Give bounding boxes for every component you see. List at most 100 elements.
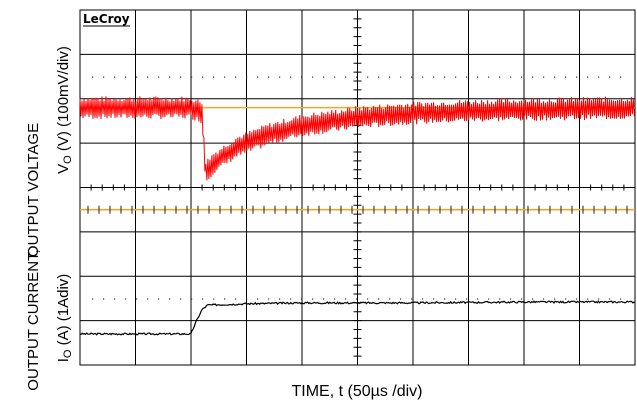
reference-dot — [488, 298, 490, 300]
reference-dot — [488, 76, 490, 78]
reference-dot — [290, 298, 292, 300]
reference-dot — [246, 76, 248, 78]
reference-dot — [257, 76, 259, 78]
reference-dot — [477, 76, 479, 78]
voltage-trace — [79, 96, 635, 181]
reference-dot — [477, 298, 479, 300]
y-label-current-1: OUTPUT CURRENT, — [25, 249, 42, 390]
reference-dot — [235, 76, 237, 78]
y-label-current-2: IO (A) (1Adiv) — [55, 274, 74, 363]
reference-dot — [301, 298, 303, 300]
reference-dot — [543, 76, 545, 78]
reference-dot — [268, 298, 270, 300]
reference-dot — [191, 76, 193, 78]
reference-dot — [279, 76, 281, 78]
reference-dot — [466, 298, 468, 300]
reference-dot — [147, 76, 149, 78]
logo-background — [81, 11, 133, 27]
reference-dot — [411, 298, 413, 300]
reference-dot — [345, 76, 347, 78]
reference-dot — [576, 298, 578, 300]
reference-dot — [532, 76, 534, 78]
reference-dot — [235, 298, 237, 300]
reference-dot — [400, 76, 402, 78]
reference-dot — [378, 76, 380, 78]
reference-dot — [510, 76, 512, 78]
reference-dot — [587, 76, 589, 78]
reference-dot — [136, 298, 138, 300]
reference-dot — [147, 298, 149, 300]
current-trace — [79, 300, 636, 336]
reference-dot — [389, 76, 391, 78]
reference-dot — [367, 298, 369, 300]
reference-dot — [103, 298, 105, 300]
reference-dot — [334, 76, 336, 78]
reference-dot — [268, 76, 270, 78]
reference-dot — [334, 298, 336, 300]
reference-dot — [312, 76, 314, 78]
reference-dot — [609, 298, 611, 300]
reference-dot — [422, 298, 424, 300]
reference-dot — [213, 298, 215, 300]
reference-dot — [169, 298, 171, 300]
reference-dot — [620, 76, 622, 78]
reference-dot — [213, 76, 215, 78]
reference-dot — [400, 298, 402, 300]
reference-dot — [609, 76, 611, 78]
reference-dot — [532, 298, 534, 300]
reference-dot — [411, 76, 413, 78]
reference-dot — [125, 298, 127, 300]
reference-dot — [499, 76, 501, 78]
reference-dot — [543, 298, 545, 300]
reference-dot — [455, 76, 457, 78]
reference-dot — [444, 76, 446, 78]
svg-text:OUTPUT CURRENT,: OUTPUT CURRENT, — [25, 249, 42, 390]
reference-dot — [323, 76, 325, 78]
svg-text:OUTPUT VOLTAGE: OUTPUT VOLTAGE — [25, 123, 42, 257]
lecroy-logo: LeCroy — [83, 12, 130, 26]
reference-dot — [367, 76, 369, 78]
reference-dot — [279, 298, 281, 300]
reference-dot — [114, 298, 116, 300]
reference-dot — [92, 76, 94, 78]
reference-dot — [301, 76, 303, 78]
grid — [79, 9, 636, 366]
reference-dot — [521, 76, 523, 78]
reference-dot — [598, 298, 600, 300]
reference-dot — [224, 76, 226, 78]
reference-dot — [191, 298, 193, 300]
reference-dot — [246, 298, 248, 300]
reference-dot — [202, 76, 204, 78]
reference-dot — [356, 298, 358, 300]
reference-dot — [202, 298, 204, 300]
reference-dot — [389, 298, 391, 300]
reference-dot — [433, 76, 435, 78]
reference-dot — [356, 76, 358, 78]
reference-dot — [180, 76, 182, 78]
reference-dot — [136, 76, 138, 78]
reference-dot — [620, 298, 622, 300]
reference-dot — [433, 298, 435, 300]
reference-dot — [510, 298, 512, 300]
reference-dot — [323, 298, 325, 300]
reference-dot — [312, 298, 314, 300]
reference-dot — [224, 298, 226, 300]
reference-dot — [499, 298, 501, 300]
reference-dot — [444, 298, 446, 300]
reference-dot — [455, 298, 457, 300]
reference-dot — [576, 76, 578, 78]
y-label-voltage-2: VO (V) (100mV/div) — [55, 46, 74, 174]
reference-dot — [554, 298, 556, 300]
reference-dot — [290, 76, 292, 78]
x-axis-label: TIME, t (50µs /div) — [291, 383, 422, 400]
reference-dot — [598, 76, 600, 78]
reference-dot — [169, 76, 171, 78]
y-label-voltage-1: OUTPUT VOLTAGE — [25, 123, 42, 257]
reference-dot — [125, 76, 127, 78]
reference-dot — [565, 298, 567, 300]
svg-text:IO (A) (1Adiv): IO (A) (1Adiv) — [55, 274, 74, 363]
reference-dot — [345, 298, 347, 300]
reference-dot — [158, 298, 160, 300]
voltage-ground-ticks — [87, 205, 628, 214]
